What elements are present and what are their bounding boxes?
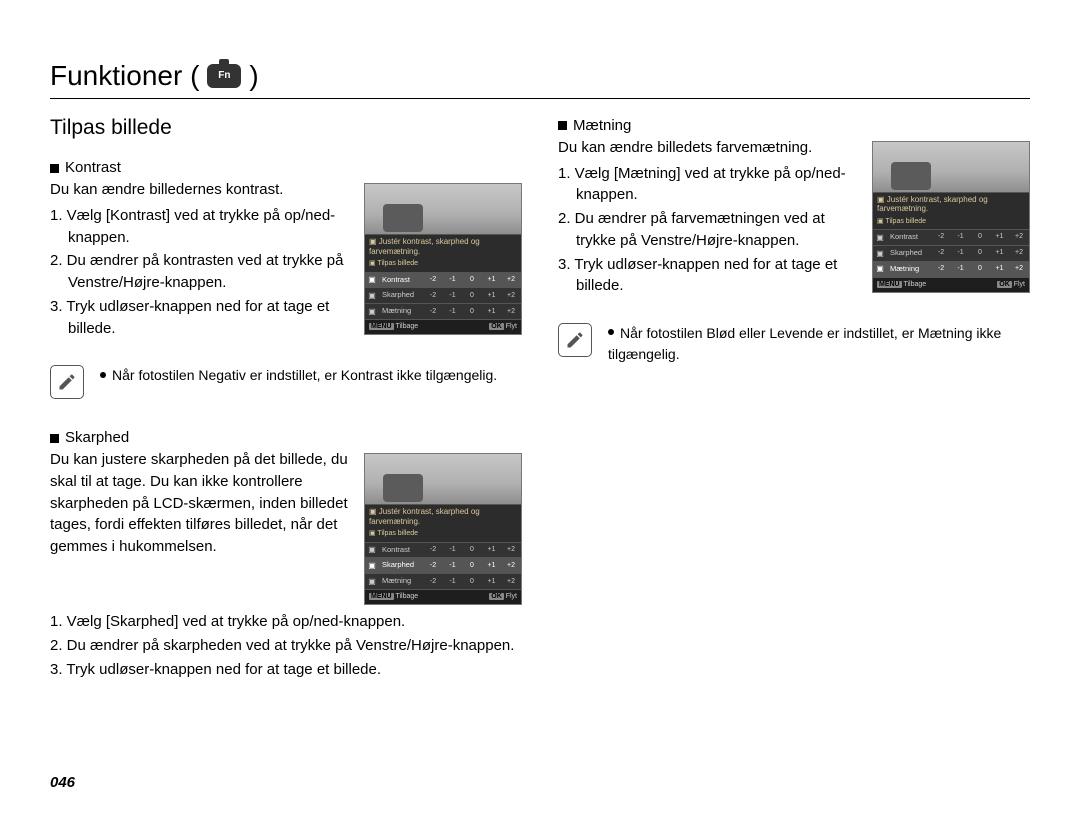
- maetning-text: Du kan ændre billedets farvemætning. 1. …: [558, 137, 858, 299]
- step: 3. Tryk udløser-knappen ned for at tage …: [50, 296, 350, 340]
- heading-close: ): [249, 60, 258, 92]
- page-number: 046: [50, 774, 75, 791]
- skarphed-steps: 1. Vælg [Skarphed] ved at trykke på op/n…: [50, 611, 522, 680]
- skarphed-heading: Skarphed: [50, 427, 522, 449]
- heading-text: Funktioner (: [50, 60, 199, 92]
- bullet-icon: [608, 329, 614, 335]
- pencil-note-icon: [57, 372, 77, 392]
- step: 1. Vælg [Kontrast] ved at trykke på op/n…: [50, 205, 350, 249]
- kontrast-steps: 1. Vælg [Kontrast] ved at trykke på op/n…: [50, 205, 350, 340]
- camera-fn-icon: Fn: [207, 64, 241, 88]
- maetning-intro: Du kan ændre billedets farvemætning.: [558, 137, 858, 159]
- step: 3. Tryk udløser-knappen ned for at tage …: [558, 254, 858, 298]
- kontrast-heading: Kontrast: [50, 157, 522, 179]
- step: 2. Du ændrer på skarpheden ved at trykke…: [50, 635, 522, 657]
- skarphed-screen-preview: ▣ Justér kontrast, skarphed og farvemætn…: [364, 453, 522, 605]
- maetning-title: Mætning: [573, 115, 631, 137]
- left-column: Tilpas billede Kontrast Du kan ændre bil…: [50, 113, 522, 683]
- step: 1. Vælg [Skarphed] ved at trykke på op/n…: [50, 611, 522, 633]
- note-icon: [50, 365, 84, 399]
- kontrast-title: Kontrast: [65, 157, 121, 179]
- kontrast-block: Du kan ændre billedernes kontrast. 1. Væ…: [50, 179, 522, 341]
- skarphed-text: Du kan justere skarpheden på det billede…: [50, 449, 350, 558]
- skarphed-title: Skarphed: [65, 427, 129, 449]
- kontrast-intro: Du kan ændre billedernes kontrast.: [50, 179, 350, 201]
- square-bullet-icon: [50, 164, 59, 173]
- section-title: Tilpas billede: [50, 113, 522, 143]
- pencil-note-icon: [565, 330, 585, 350]
- step: 3. Tryk udløser-knappen ned for at tage …: [50, 659, 522, 681]
- step: 2. Du ændrer på farvemætningen ved at tr…: [558, 208, 858, 252]
- note-body: Når fotostilen Blød eller Levende er ind…: [608, 325, 1001, 362]
- note-body: Når fotostilen Negativ er indstillet, er…: [112, 367, 497, 383]
- manual-page: Funktioner ( Fn ) Tilpas billede Kontras…: [0, 0, 1080, 815]
- bullet-icon: [100, 372, 106, 378]
- skarphed-block: Du kan justere skarpheden på det billede…: [50, 449, 522, 605]
- kontrast-note: Når fotostilen Negativ er indstillet, er…: [50, 365, 522, 399]
- maetning-steps: 1. Vælg [Mætning] ved at trykke på op/ne…: [558, 163, 858, 298]
- content-columns: Tilpas billede Kontrast Du kan ændre bil…: [50, 113, 1030, 683]
- maetning-note-text: Når fotostilen Blød eller Levende er ind…: [606, 323, 1030, 365]
- fn-label: Fn: [218, 71, 230, 81]
- skarphed-intro: Du kan justere skarpheden på det billede…: [50, 449, 350, 558]
- kontrast-screen-preview: ▣ Justér kontrast, skarphed og farvemætn…: [364, 183, 522, 335]
- step: 2. Du ændrer på kontrasten ved at trykke…: [50, 250, 350, 294]
- square-bullet-icon: [50, 434, 59, 443]
- kontrast-note-text: Når fotostilen Negativ er indstillet, er…: [98, 365, 497, 386]
- maetning-screen-preview: ▣ Justér kontrast, skarphed og farvemætn…: [872, 141, 1030, 293]
- heading-rule: [50, 98, 1030, 99]
- maetning-heading: Mætning: [558, 115, 1030, 137]
- page-heading: Funktioner ( Fn ): [50, 60, 1030, 92]
- maetning-block: Du kan ændre billedets farvemætning. 1. …: [558, 137, 1030, 299]
- kontrast-text: Du kan ændre billedernes kontrast. 1. Væ…: [50, 179, 350, 341]
- note-icon: [558, 323, 592, 357]
- step: 1. Vælg [Mætning] ved at trykke på op/ne…: [558, 163, 858, 207]
- maetning-note: Når fotostilen Blød eller Levende er ind…: [558, 323, 1030, 365]
- square-bullet-icon: [558, 121, 567, 130]
- right-column: Mætning Du kan ændre billedets farvemætn…: [558, 113, 1030, 683]
